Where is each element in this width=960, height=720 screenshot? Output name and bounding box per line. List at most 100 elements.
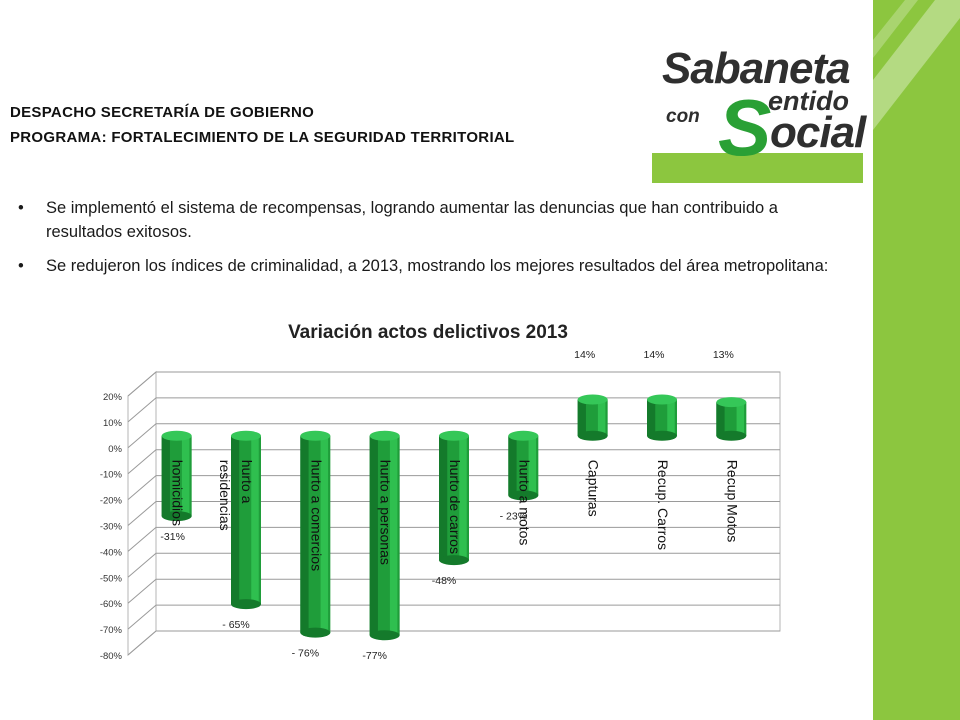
bar-base-cap <box>577 430 608 441</box>
bar <box>439 430 469 566</box>
bar-top-cap <box>300 430 331 441</box>
bar <box>161 430 192 522</box>
bar-shade <box>716 402 725 436</box>
data-label: -31% <box>160 531 185 543</box>
bar-top-cap <box>231 430 261 441</box>
gridline <box>127 449 780 475</box>
data-label: 14% <box>643 349 664 361</box>
gridline <box>127 501 780 526</box>
category-label: hurto a personas <box>378 460 394 565</box>
bullet-item: Se redujeron los índices de criminalidad… <box>18 254 838 278</box>
logo-word-entido: entido <box>768 86 849 116</box>
bar-base-cap <box>369 630 400 641</box>
category-label: Capturas <box>586 460 602 517</box>
data-label: -48% <box>432 575 457 587</box>
y-tick-label: -30% <box>100 522 123 533</box>
bar <box>647 394 677 441</box>
gridline <box>127 475 780 500</box>
category-label: residencias <box>217 460 233 531</box>
y-tick-label: -60% <box>100 599 123 610</box>
category-label: hurto de carros <box>447 460 463 554</box>
gridline <box>127 423 780 449</box>
bar-shade <box>508 435 517 496</box>
bar-top-cap <box>161 430 192 441</box>
bar-top-cap <box>716 397 747 408</box>
gridline <box>127 578 780 604</box>
gridline <box>127 630 780 656</box>
bar-highlight <box>736 402 745 436</box>
bar-base-cap <box>161 511 192 522</box>
bar-top-cap <box>647 394 677 405</box>
gridline <box>127 604 780 630</box>
bar-base-cap <box>231 599 261 610</box>
data-label: - 23% <box>500 510 527 522</box>
category-label: hurto a comercios <box>308 460 324 571</box>
bar-shade <box>369 435 378 636</box>
y-tick-label: -40% <box>100 547 123 558</box>
category-label: hurto a motos <box>516 460 532 546</box>
bar-highlight <box>459 435 467 561</box>
right-accent-bar <box>873 0 960 720</box>
y-tick-label: -20% <box>100 496 123 507</box>
category-label: Recup. Carros <box>655 460 671 550</box>
bullet-list: Se implementó el sistema de recompensas,… <box>18 196 838 288</box>
chart-title: Variación actos delictivos 2013 <box>288 322 568 343</box>
data-label: - 76% <box>292 648 319 660</box>
bar-highlight <box>389 435 398 636</box>
bar-highlight <box>251 435 259 605</box>
y-tick-label: -70% <box>100 625 123 636</box>
y-tick-label: -50% <box>100 573 123 584</box>
bar-shade <box>300 435 309 633</box>
y-tick-label: -10% <box>100 470 123 481</box>
bar-base-cap <box>508 490 539 501</box>
logo-swash-s: S <box>718 83 772 172</box>
header-line-2: PROGRAMA: FORTALECIMIENTO DE LA SEGURIDA… <box>10 129 515 146</box>
bar-highlight <box>320 435 329 633</box>
bar-base-cap <box>647 430 677 441</box>
bar-shade <box>231 435 240 605</box>
bar <box>508 430 539 501</box>
bar-highlight <box>181 435 190 517</box>
chart-bars <box>161 394 747 641</box>
bar-base-cap <box>716 430 747 441</box>
category-label: homicidios <box>170 460 186 526</box>
corner-chevrons-2 <box>873 0 918 58</box>
data-label: - 65% <box>222 619 249 631</box>
logo-word-con: con <box>666 106 700 127</box>
logo-word-ocial: ocial <box>770 108 866 157</box>
bar-top-cap <box>439 430 469 441</box>
bar-base-cap <box>300 627 331 638</box>
data-label: 14% <box>574 349 595 361</box>
bar-top-cap <box>508 430 539 441</box>
gridline <box>127 397 780 423</box>
category-label: Recup Motos <box>724 460 740 542</box>
bar-highlight <box>528 435 537 496</box>
bar <box>577 394 608 441</box>
gridline <box>127 526 780 552</box>
data-label: -77% <box>362 650 387 662</box>
bar-base-cap <box>439 555 469 566</box>
bar-highlight <box>667 399 675 436</box>
bar-top-cap <box>369 430 400 441</box>
bar-shade <box>161 435 170 517</box>
bullet-item: Se implementó el sistema de recompensas,… <box>18 196 838 244</box>
bar-shade <box>439 435 448 561</box>
gridline <box>127 371 780 397</box>
bar <box>300 430 331 638</box>
y-tick-label: -80% <box>100 651 123 662</box>
header-line-1: DESPACHO SECRETARÍA DE GOBIERNO <box>10 104 315 121</box>
corner-chevrons <box>873 0 960 130</box>
bar-highlight <box>597 399 606 436</box>
data-label: 13% <box>713 349 734 361</box>
bar-shade <box>577 399 586 436</box>
y-tick-label: 0% <box>108 444 122 455</box>
bar <box>231 430 261 610</box>
bar-top-cap <box>577 394 608 405</box>
logo-word-sabaneta: Sabaneta <box>662 44 851 93</box>
y-tick-label: 10% <box>103 418 123 429</box>
y-tick-label: 20% <box>103 392 123 403</box>
bar <box>369 430 400 641</box>
category-label: hurto a <box>239 460 255 504</box>
